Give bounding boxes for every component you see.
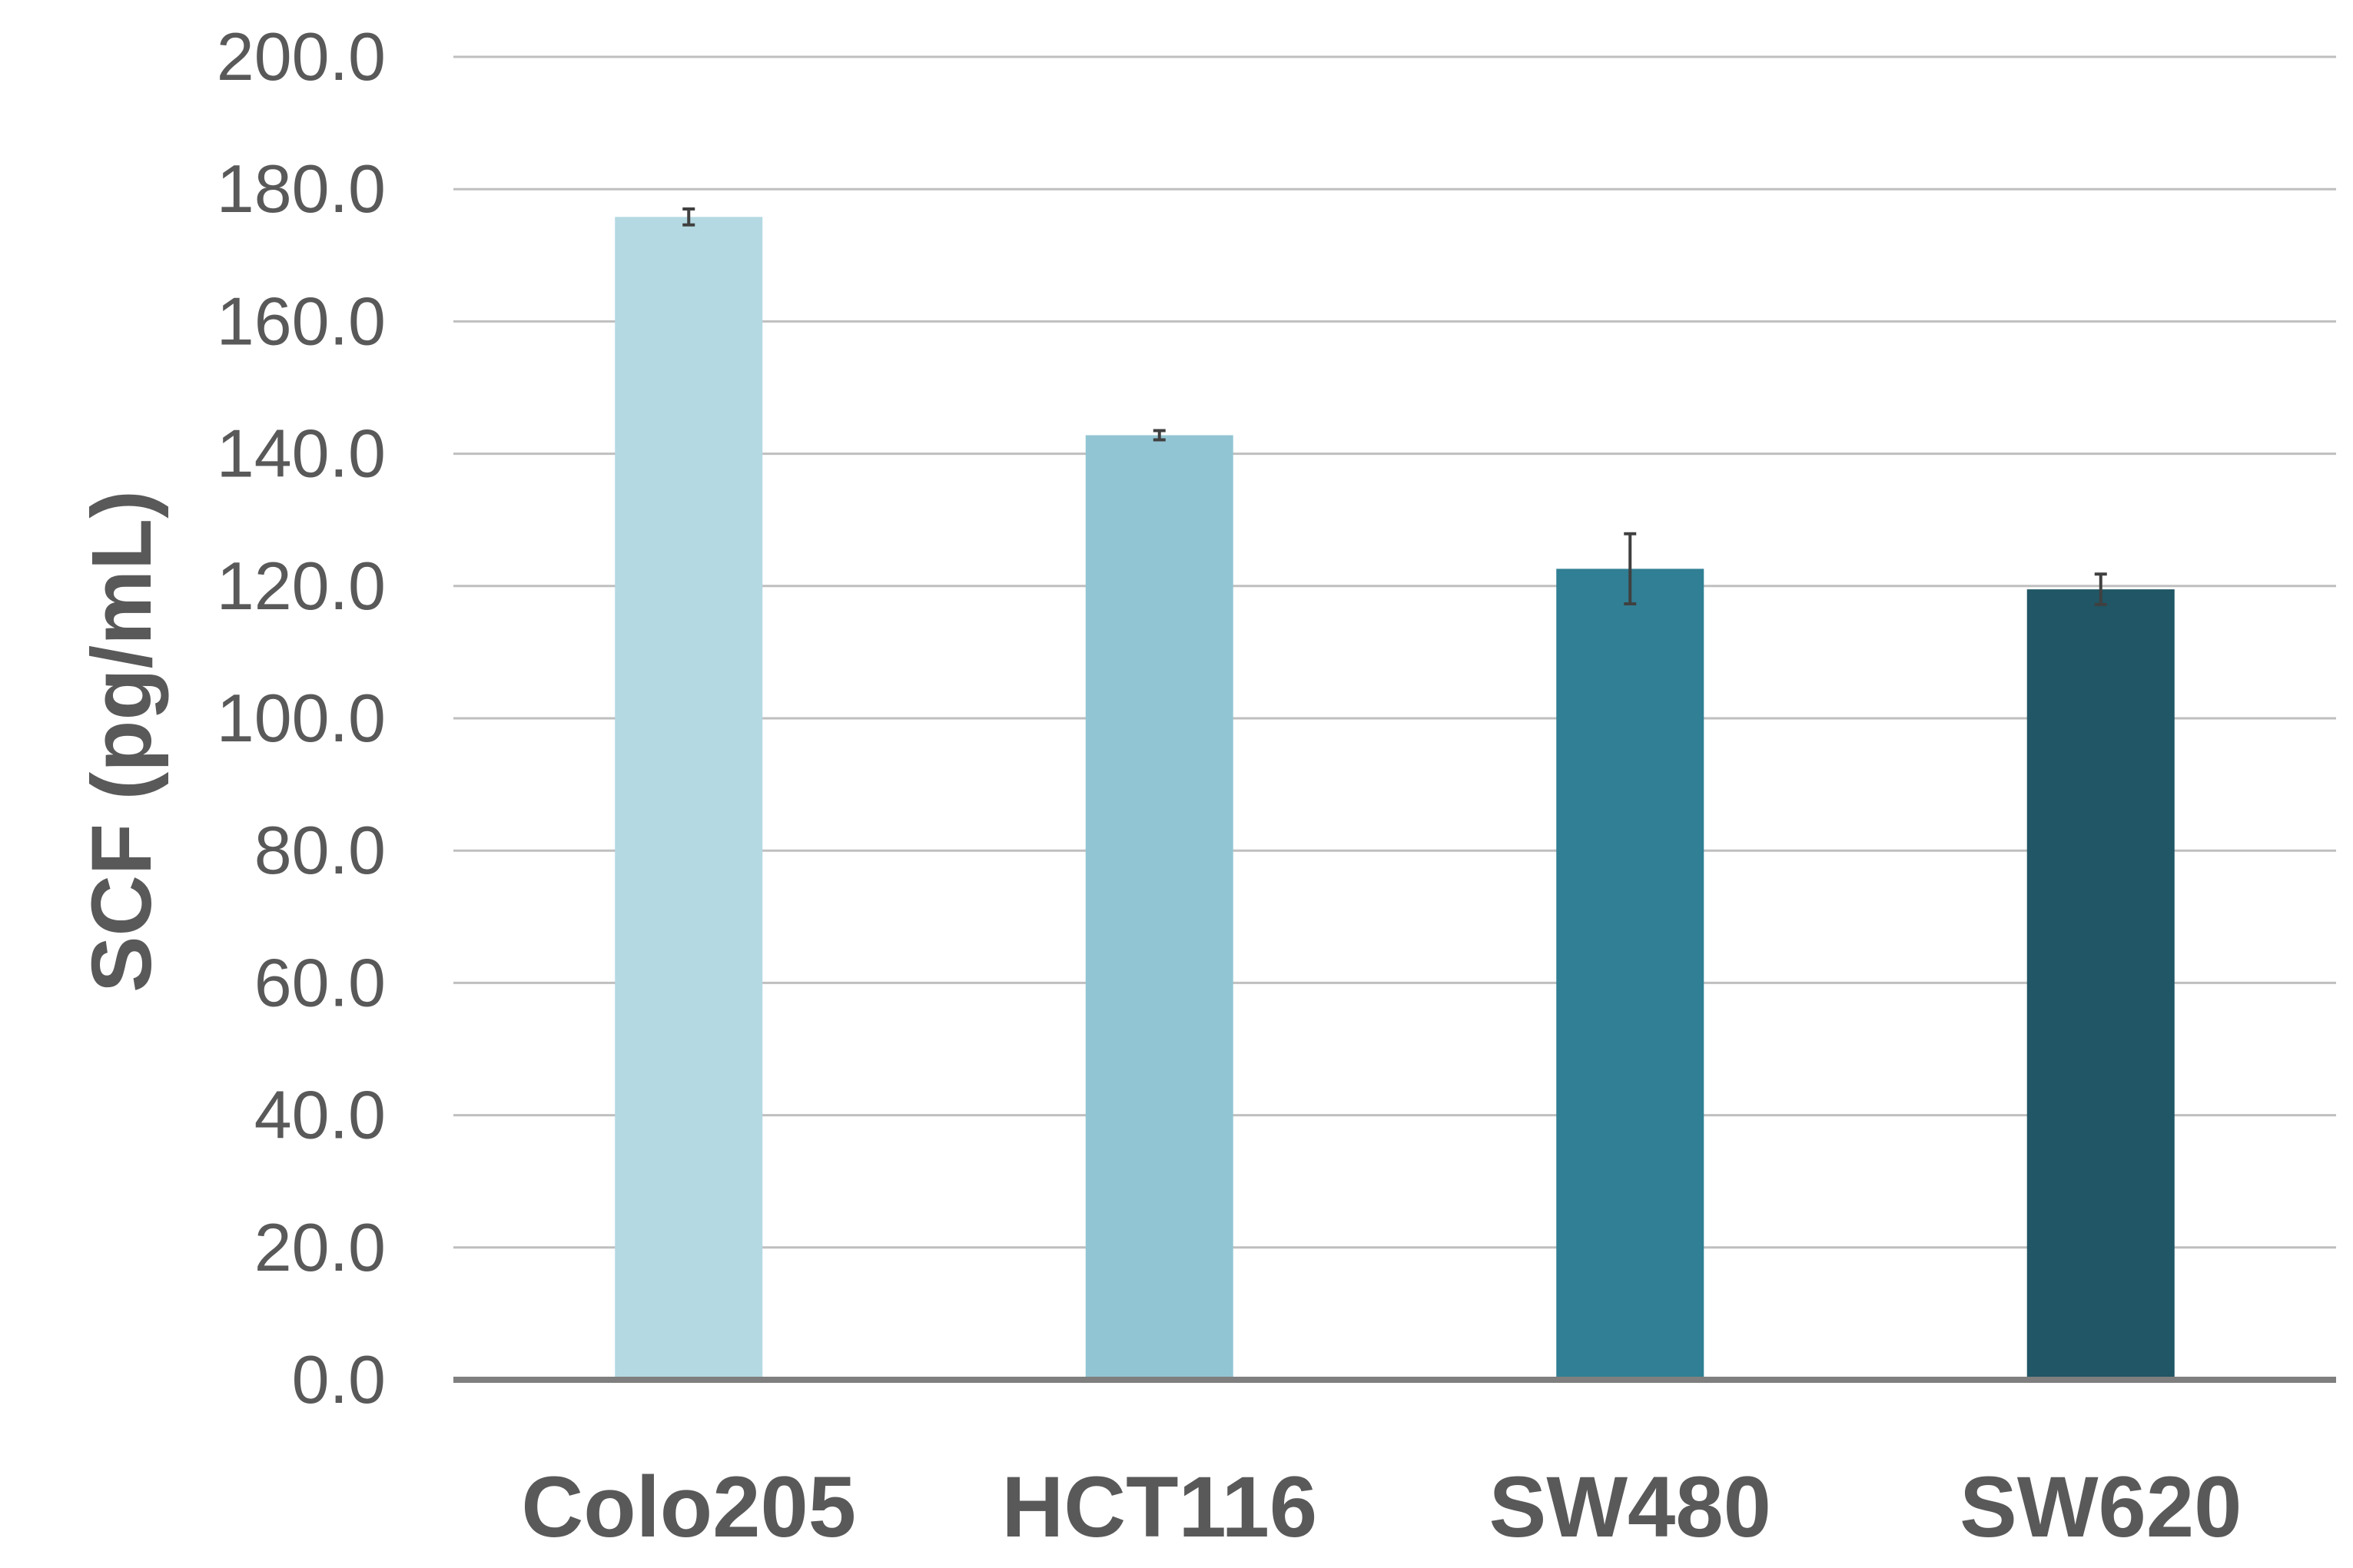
- gridlines: [453, 55, 2336, 1249]
- y-tick-label: 80.0: [254, 812, 386, 888]
- error-bar-hct116: [1153, 429, 1166, 442]
- bars: [615, 217, 2175, 1381]
- y-tick-label: 180.0: [217, 151, 386, 227]
- y-tick-label: 200.0: [217, 18, 386, 94]
- x-category-label: SW620: [1960, 1459, 2242, 1555]
- bar-sw480: [1556, 569, 1704, 1380]
- y-tick-label: 120.0: [217, 548, 386, 624]
- x-axis-categories: Colo205 HCT116 SW480 SW620: [521, 1459, 2242, 1555]
- bar-colo205: [615, 217, 763, 1380]
- y-tick-label: 160.0: [217, 283, 386, 359]
- y-tick-label: 20.0: [254, 1209, 386, 1285]
- x-category-label: SW480: [1489, 1459, 1771, 1555]
- y-tick-label: 140.0: [217, 416, 386, 492]
- y-tick-label: 100.0: [217, 680, 386, 756]
- y-axis-ticks: 0.0 20.0 40.0 60.0 80.0 100.0 120.0 140.0 160.0 1…: [217, 18, 386, 1417]
- bar-sw620: [2026, 589, 2175, 1380]
- x-category-label: Colo205: [521, 1459, 856, 1555]
- bar-hct116: [1085, 435, 1233, 1381]
- y-tick-label: 60.0: [254, 944, 386, 1020]
- error-bar-sw620: [2094, 572, 2107, 606]
- error-bars: [682, 207, 2107, 606]
- x-category-label: HCT116: [1001, 1459, 1317, 1555]
- y-tick-label: 40.0: [254, 1077, 386, 1153]
- y-tick-label: 0.0: [292, 1341, 386, 1417]
- error-bar-sw480: [1624, 532, 1637, 606]
- y-axis-title: SCF (pg/mL): [75, 490, 169, 993]
- error-bar-colo205: [682, 207, 695, 227]
